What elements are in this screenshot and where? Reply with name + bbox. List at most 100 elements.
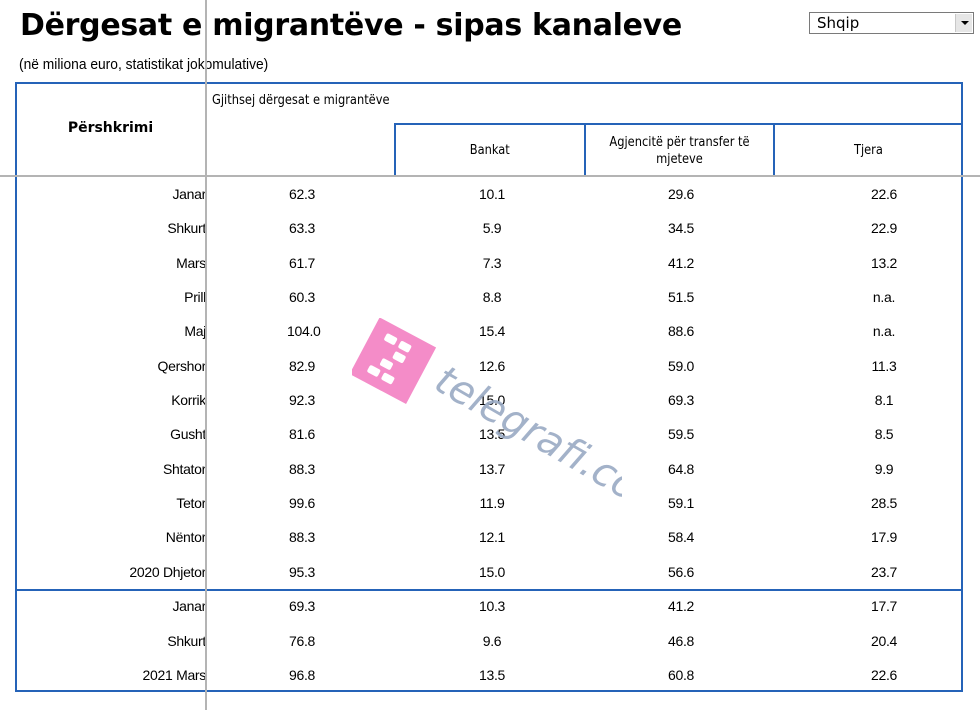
row-label: Janar — [172, 598, 206, 614]
cell-banks: 10.3 — [478, 598, 506, 614]
cell-banks: 7.3 — [482, 255, 502, 271]
cell-banks: 15.4 — [478, 323, 506, 339]
cell-total: 88.3 — [288, 529, 316, 545]
row-label: Gusht — [170, 426, 206, 442]
cell-agencies: 88.6 — [667, 323, 695, 339]
table-row: Shkurt 63.3 5.9 34.5 22.9 — [15, 211, 963, 245]
cell-other: 17.9 — [870, 529, 898, 545]
row-label: Korrik — [171, 392, 206, 408]
row-label: Qershor — [157, 358, 207, 374]
table-row: Tetor 99.6 11.9 59.1 28.5 — [15, 486, 963, 520]
remittances-table — [15, 82, 963, 692]
cell-agencies: 51.5 — [667, 289, 695, 305]
cell-agencies: 59.5 — [667, 426, 695, 442]
row-label: Shkurt — [167, 633, 206, 649]
cell-other: 17.7 — [870, 598, 898, 614]
cell-banks: 8.8 — [482, 289, 502, 305]
table-row: Janar 69.3 10.3 41.2 17.7 — [15, 589, 963, 623]
column-header-banks: Bankat — [394, 125, 584, 176]
cell-banks: 13.5 — [478, 426, 506, 442]
column-header-agencies-label: Agjencitë për transfer të mjeteve — [609, 134, 750, 167]
cell-agencies: 60.8 — [667, 667, 695, 683]
cell-banks: 13.5 — [478, 667, 506, 683]
cell-other: 23.7 — [870, 564, 898, 580]
row-label: Prill — [184, 289, 206, 305]
cell-other: 11.3 — [871, 358, 897, 374]
cell-total: 88.3 — [288, 461, 316, 477]
row-label: Tetor — [176, 495, 206, 511]
cell-other: 22.6 — [870, 667, 898, 683]
cell-total: 95.3 — [288, 564, 316, 580]
cell-total: 69.3 — [288, 598, 316, 614]
table-row: Prill 60.3 8.8 51.5 n.a. — [15, 280, 963, 314]
cell-other: 8.1 — [874, 392, 894, 408]
cell-total: 104.0 — [287, 323, 321, 339]
year-divider — [15, 589, 963, 591]
cell-banks: 10.1 — [478, 186, 506, 202]
cell-other: 22.6 — [870, 186, 898, 202]
cell-agencies: 69.3 — [667, 392, 695, 408]
cell-banks: 9.6 — [482, 633, 502, 649]
cell-agencies: 41.2 — [667, 255, 695, 271]
table-row: Nëntor 88.3 12.1 58.4 17.9 — [15, 520, 963, 554]
cell-total: 61.7 — [288, 255, 316, 271]
page-title: Dërgesat e migrantëve - sipas kanaleve — [20, 8, 682, 43]
cell-total: 81.6 — [288, 426, 316, 442]
cell-banks: 15.0 — [478, 392, 506, 408]
table-row: 2021 Mars 96.8 13.5 60.8 22.6 — [15, 658, 963, 692]
cell-other: 13.2 — [870, 255, 898, 271]
cell-other: 28.5 — [870, 495, 898, 511]
chevron-down-icon[interactable] — [955, 14, 972, 32]
cell-agencies: 34.5 — [667, 220, 695, 236]
crosshair-horizontal-line — [0, 175, 980, 177]
table-row: Shtator 88.3 13.7 64.8 9.9 — [15, 452, 963, 486]
cell-banks: 12.1 — [478, 529, 506, 545]
cell-agencies: 29.6 — [667, 186, 695, 202]
column-header-total: Gjithsej dërgesat e migrantëve — [212, 93, 390, 108]
cell-other: 22.9 — [870, 220, 898, 236]
column-header-agencies: Agjencitë për transfer të mjeteve — [584, 125, 773, 176]
row-label: 2020 Dhjetor — [129, 564, 206, 580]
cell-banks: 15.0 — [478, 564, 506, 580]
cell-other: 9.9 — [874, 461, 894, 477]
column-header-description-label: Përshkrimi — [67, 120, 154, 136]
cell-agencies: 41.2 — [667, 598, 695, 614]
column-header-description: Përshkrimi — [15, 82, 206, 176]
table-row: Mars 61.7 7.3 41.2 13.2 — [15, 246, 963, 280]
cell-other: n.a. — [872, 323, 896, 339]
cell-total: 82.9 — [288, 358, 316, 374]
cell-other: 8.5 — [874, 426, 894, 442]
page-subtitle: (në miliona euro, statistikat jokomulati… — [19, 56, 269, 73]
table-row: Maj 104.0 15.4 88.6 n.a. — [15, 314, 963, 348]
table-row: Korrik 92.3 15.0 69.3 8.1 — [15, 383, 963, 417]
row-label: Maj — [184, 323, 206, 339]
row-label: Mars — [176, 255, 206, 271]
table-row: Qershor 82.9 12.6 59.0 11.3 — [15, 349, 963, 383]
row-label: 2021 Mars — [142, 667, 207, 683]
crosshair-vertical-line — [205, 0, 207, 710]
cell-agencies: 58.4 — [667, 529, 695, 545]
row-label: Shtator — [162, 461, 206, 477]
table-row: Gusht 81.6 13.5 59.5 8.5 — [15, 417, 963, 451]
language-select[interactable]: Shqip — [809, 12, 974, 34]
cell-banks: 11.9 — [479, 495, 505, 511]
cell-total: 96.8 — [288, 667, 316, 683]
cell-total: 60.3 — [288, 289, 316, 305]
subheader-row: Bankat Agjencitë për transfer të mjeteve… — [394, 123, 963, 176]
cell-total: 63.3 — [288, 220, 316, 236]
cell-other: 20.4 — [870, 633, 898, 649]
cell-agencies: 59.1 — [667, 495, 695, 511]
table-row: 2020 Dhjetor 95.3 15.0 56.6 23.7 — [15, 555, 963, 589]
cell-banks: 12.6 — [478, 358, 506, 374]
column-header-banks-label: Bankat — [469, 143, 511, 158]
language-select-value: Shqip — [817, 14, 860, 32]
cell-agencies: 46.8 — [667, 633, 695, 649]
cell-agencies: 56.6 — [667, 564, 695, 580]
cell-total: 92.3 — [288, 392, 316, 408]
column-header-other-label: Tjera — [853, 143, 883, 158]
row-label: Nëntor — [165, 529, 207, 545]
row-label: Shkurt — [167, 220, 206, 236]
cell-banks: 13.7 — [478, 461, 506, 477]
cell-total: 76.8 — [288, 633, 316, 649]
table-row: Shkurt 76.8 9.6 46.8 20.4 — [15, 624, 963, 658]
